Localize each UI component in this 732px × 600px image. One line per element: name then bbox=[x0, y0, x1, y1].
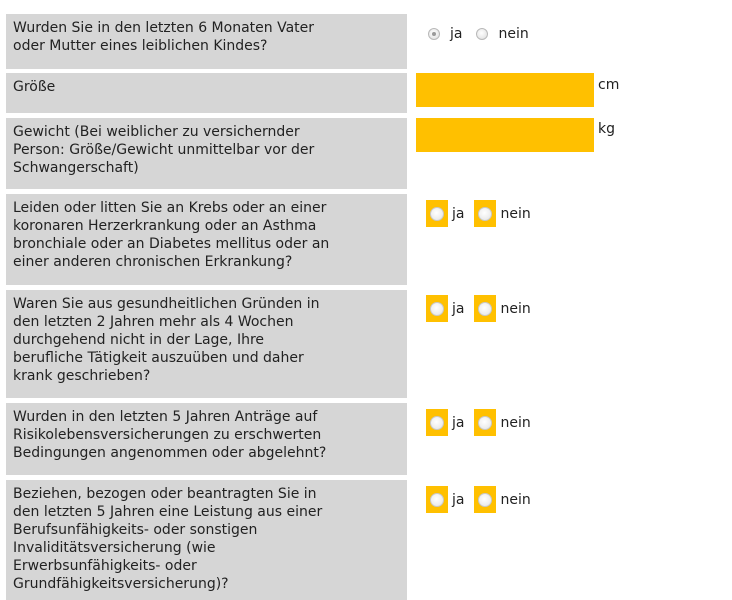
radio-checked-icon[interactable] bbox=[428, 28, 440, 40]
radio-label-nein: nein bbox=[500, 300, 531, 317]
radio-unchecked-icon bbox=[430, 492, 444, 507]
unit-label-cm: cm bbox=[598, 77, 620, 93]
radio-label-nein: nein bbox=[500, 414, 531, 431]
radio-box[interactable] bbox=[426, 295, 448, 322]
height-input[interactable] bbox=[416, 73, 594, 107]
radio-label-nein: nein bbox=[500, 205, 531, 222]
radio-unchecked-icon bbox=[430, 206, 444, 221]
radio-label-ja: ja bbox=[452, 414, 465, 431]
radio-unchecked-icon bbox=[478, 492, 493, 507]
question-label: Wurden in den letzten 5 Jahren Anträge a… bbox=[6, 403, 407, 475]
radio-unchecked-icon bbox=[430, 415, 444, 430]
radio-unchecked-icon bbox=[430, 301, 444, 316]
radio-option-nein[interactable]: nein bbox=[474, 486, 531, 513]
radio-option-ja[interactable]: ja bbox=[428, 26, 462, 42]
unit-label-kg: kg bbox=[598, 121, 615, 137]
radio-group-child-birth: ja nein bbox=[428, 26, 537, 42]
radio-group-chronic-disease: ja nein bbox=[426, 200, 539, 227]
radio-box[interactable] bbox=[426, 200, 448, 227]
question-label: Beziehen, bezogen oder beantragten Sie i… bbox=[6, 480, 407, 600]
radio-box[interactable] bbox=[474, 295, 497, 322]
radio-option-ja[interactable]: ja bbox=[426, 409, 464, 436]
radio-label-ja: ja bbox=[452, 205, 465, 222]
radio-option-ja[interactable]: ja bbox=[426, 295, 464, 322]
radio-option-ja[interactable]: ja bbox=[426, 200, 464, 227]
radio-option-nein[interactable]: nein bbox=[474, 200, 531, 227]
radio-option-ja[interactable]: ja bbox=[426, 486, 464, 513]
question-label: Größe bbox=[6, 73, 407, 113]
radio-group-sick-leave: ja nein bbox=[426, 295, 539, 322]
radio-group-disability-insurance: ja nein bbox=[426, 486, 539, 513]
radio-label-ja: ja bbox=[450, 26, 463, 42]
radio-unchecked-icon bbox=[478, 301, 493, 316]
radio-group-risk-insurance: ja nein bbox=[426, 409, 539, 436]
question-label: Waren Sie aus gesundheitlichen Gründen i… bbox=[6, 290, 407, 398]
radio-option-nein[interactable]: nein bbox=[474, 295, 531, 322]
radio-option-nein[interactable]: nein bbox=[474, 409, 531, 436]
radio-box[interactable] bbox=[474, 486, 497, 513]
radio-unchecked-icon[interactable] bbox=[476, 28, 489, 40]
question-label: Gewicht (Bei weiblicher zu versichernder… bbox=[6, 118, 407, 189]
radio-box[interactable] bbox=[474, 200, 497, 227]
radio-box[interactable] bbox=[474, 409, 497, 436]
radio-label-nein: nein bbox=[500, 491, 531, 508]
radio-label-ja: ja bbox=[452, 300, 465, 317]
radio-label-nein: nein bbox=[498, 26, 529, 42]
radio-unchecked-icon bbox=[478, 206, 493, 221]
radio-box[interactable] bbox=[426, 409, 448, 436]
radio-option-nein[interactable]: nein bbox=[476, 26, 529, 42]
radio-label-ja: ja bbox=[452, 491, 465, 508]
weight-input[interactable] bbox=[416, 118, 594, 152]
radio-box[interactable] bbox=[426, 486, 448, 513]
question-label: Leiden oder litten Sie an Krebs oder an … bbox=[6, 194, 407, 285]
question-label: Wurden Sie in den letzten 6 Monaten Vate… bbox=[6, 14, 407, 69]
radio-unchecked-icon bbox=[478, 415, 493, 430]
